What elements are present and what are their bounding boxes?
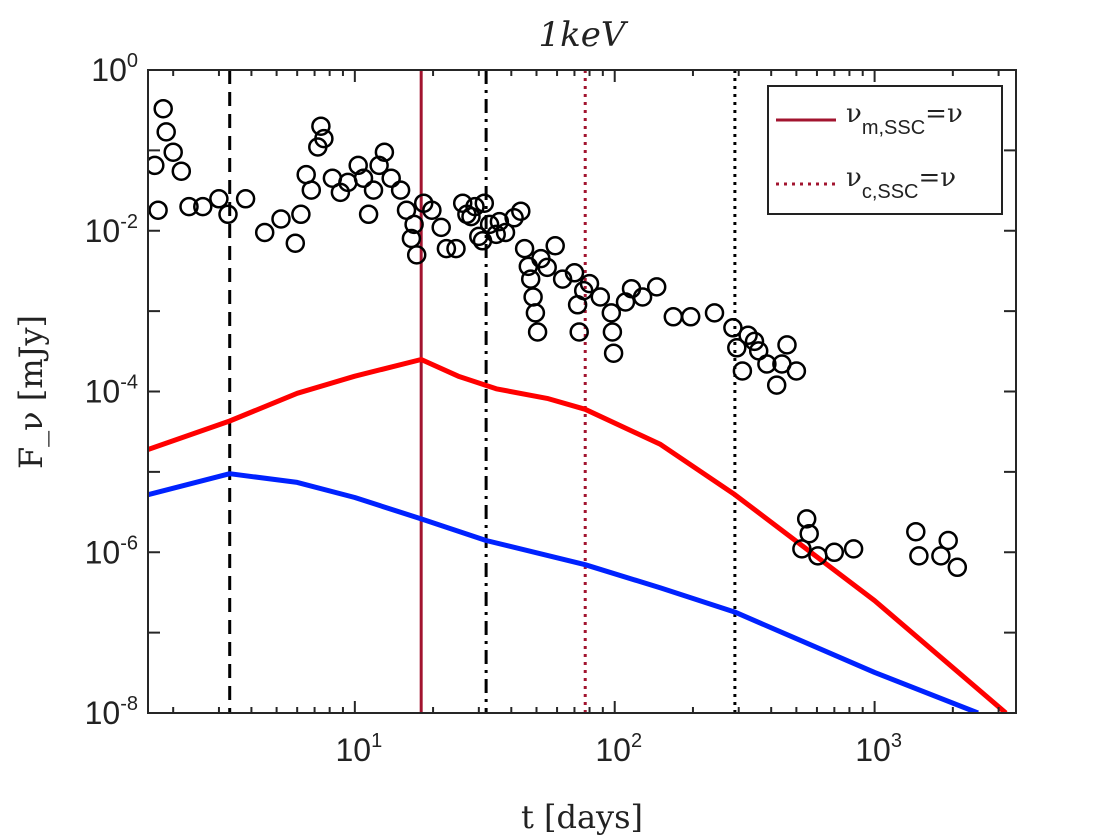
data-point <box>156 122 176 142</box>
data-point <box>757 354 777 374</box>
legend-box <box>767 85 1003 215</box>
data-point <box>148 200 168 220</box>
data-point <box>579 273 600 294</box>
data-point <box>314 128 334 149</box>
data-point <box>291 204 311 225</box>
data-point <box>301 180 322 200</box>
legend: νm,SSC=ν νc,SSC=ν <box>767 85 1003 215</box>
data-point <box>254 222 275 243</box>
data-point <box>461 206 481 227</box>
data-point <box>792 539 812 559</box>
data-point <box>390 180 411 200</box>
data-point <box>732 361 753 381</box>
data-point <box>744 331 765 352</box>
data-point <box>218 204 238 225</box>
data-point <box>285 233 306 253</box>
data-point <box>931 546 951 566</box>
y-tick-label: 100 <box>91 50 138 88</box>
data-point <box>311 116 331 136</box>
data-point <box>171 161 192 181</box>
data-point <box>514 238 535 259</box>
y-tick-label: 10-6 <box>85 532 138 570</box>
data-point <box>511 201 531 221</box>
data-point <box>602 322 623 342</box>
data-point <box>446 238 466 259</box>
data-point <box>824 542 845 563</box>
data-point <box>422 200 442 220</box>
plot-frame <box>147 69 1017 714</box>
data-point <box>381 168 401 188</box>
data-point <box>704 303 725 323</box>
y-axis-title: F_ν [mJy] <box>12 315 50 469</box>
data-point <box>504 208 524 228</box>
data-point <box>590 287 611 307</box>
data-point <box>369 155 389 176</box>
data-point <box>723 318 743 338</box>
data-point <box>486 224 506 245</box>
data-point <box>179 196 199 217</box>
data-point <box>601 303 622 323</box>
data-point <box>374 142 395 162</box>
data-point <box>603 343 624 363</box>
data-point <box>193 196 213 217</box>
data-point <box>632 287 653 307</box>
data-point <box>235 189 256 209</box>
data-point <box>799 523 819 544</box>
series-line-model-high <box>148 357 1008 713</box>
x-axis-title: t [days] <box>521 798 643 836</box>
data-point <box>947 557 968 578</box>
data-point <box>353 168 374 188</box>
data-point <box>786 361 807 381</box>
data-point <box>680 307 701 327</box>
series-line-model-low <box>148 471 979 713</box>
data-point <box>525 303 546 323</box>
data-point <box>479 214 500 235</box>
data-point <box>537 257 557 278</box>
data-point <box>727 338 747 358</box>
data-point <box>938 530 958 551</box>
data-point <box>163 142 183 162</box>
data-point <box>564 263 585 283</box>
data-point <box>348 155 368 176</box>
chart-title: 1keV <box>539 15 629 55</box>
x-tick-label: 103 <box>855 730 902 768</box>
data-point <box>465 196 485 217</box>
data-point <box>495 222 516 243</box>
data-point <box>843 539 864 559</box>
data-point <box>474 193 495 213</box>
y-tick-label: 10-2 <box>85 211 138 249</box>
data-point <box>796 509 817 529</box>
data-point <box>358 204 379 225</box>
data-point <box>271 209 291 229</box>
data-point <box>552 269 573 289</box>
data-point <box>363 180 384 200</box>
data-point <box>404 214 424 235</box>
data-point <box>646 277 667 297</box>
x-tick-label: 101 <box>335 730 382 768</box>
data-point <box>148 155 165 176</box>
data-point <box>406 245 427 265</box>
x-tick-label: 102 <box>595 730 642 768</box>
legend-label-nu-c: νc,SSC=ν <box>846 163 956 203</box>
data-point <box>777 335 797 355</box>
legend-label-nu-m: νm,SSC=ν <box>846 99 963 139</box>
data-point <box>766 375 787 395</box>
data-point <box>738 325 758 346</box>
data-point <box>153 98 173 119</box>
data-point <box>436 238 457 259</box>
data-point <box>906 521 926 542</box>
data-point <box>527 322 548 342</box>
data-point <box>209 189 229 209</box>
y-tick-label: 10-8 <box>85 693 138 731</box>
data-point <box>909 546 929 566</box>
data-point <box>569 322 589 342</box>
data-point <box>431 217 451 238</box>
y-tick-label: 10-4 <box>85 372 138 410</box>
data-point <box>545 236 565 256</box>
